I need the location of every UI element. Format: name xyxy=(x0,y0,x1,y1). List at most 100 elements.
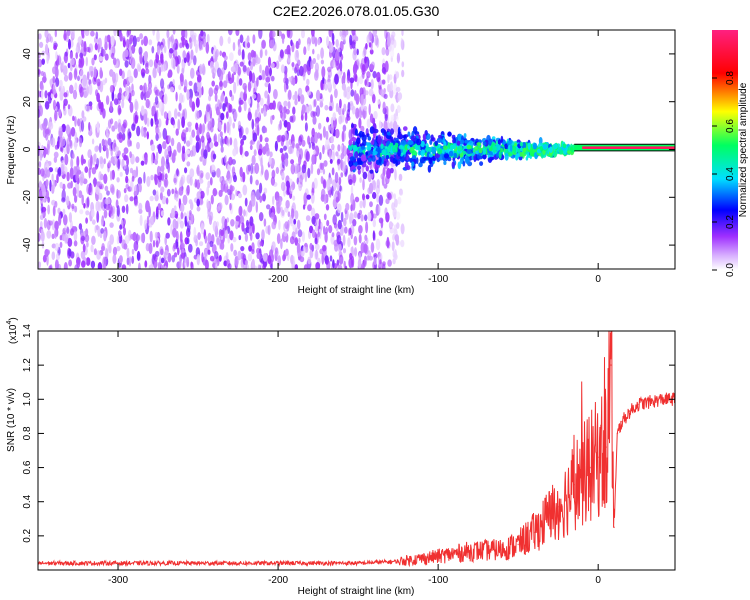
spectrogram-cell xyxy=(350,89,355,97)
spectrogram-cell xyxy=(303,46,307,56)
spectrogram-cell xyxy=(228,156,233,166)
spectrogram-cell xyxy=(38,90,41,98)
spectrogram-cell xyxy=(247,111,252,121)
spectrogram-cell xyxy=(110,118,114,125)
spectrogram-cell xyxy=(214,93,218,102)
spectrogram-cell xyxy=(143,51,148,63)
spectrogram-cell xyxy=(211,80,215,87)
spectrogram-cell xyxy=(302,204,306,210)
spectrogram-cell xyxy=(109,183,115,192)
spectrogram-cell xyxy=(398,145,404,150)
spectrogram-cell xyxy=(309,225,314,234)
spectrogram-cell xyxy=(162,127,168,140)
spectrogram-cell xyxy=(90,244,94,253)
spectrogram-cell xyxy=(116,177,120,183)
spectrogram-cell xyxy=(134,100,139,112)
spectrogram-cell xyxy=(155,213,159,220)
spectrogram-cell xyxy=(184,79,188,91)
spectrogram-cell xyxy=(238,205,243,217)
spectrogram-cell xyxy=(350,185,354,196)
spectrogram-cell xyxy=(326,178,331,191)
spectrogram-cell xyxy=(334,88,338,99)
spectrogram-cell xyxy=(124,194,129,203)
spectrogram-cell xyxy=(293,218,297,225)
spectrogram-cell xyxy=(285,108,290,115)
spectrogram-cell xyxy=(179,72,184,83)
spectrogram-cell xyxy=(155,109,159,120)
spectrogram-cell xyxy=(193,82,198,94)
spectrogram-cell xyxy=(307,256,312,265)
spectrogram-cell xyxy=(143,82,147,93)
spectrogram-cell xyxy=(327,79,332,89)
snr-data-point xyxy=(197,562,199,564)
spectrogram-cell xyxy=(235,145,239,155)
spectrogram-cell xyxy=(143,129,147,138)
spectrogram-cell xyxy=(325,130,329,140)
spectrogram-cell xyxy=(100,48,106,57)
spectrogram-cell xyxy=(365,165,369,172)
spectrogram-cell xyxy=(182,50,186,60)
spectrogram-cell xyxy=(202,159,207,166)
spectrogram-cell xyxy=(406,153,409,161)
spectrogram-cell xyxy=(244,259,249,266)
spectrogram-cell xyxy=(271,221,277,230)
spectrogram-cell xyxy=(248,245,253,252)
spectrogram-cell xyxy=(352,63,358,76)
snr-data-point xyxy=(549,514,551,517)
snr-line xyxy=(38,331,675,568)
spectrogram-cell xyxy=(368,42,372,48)
spectrogram-cell xyxy=(109,85,114,93)
spectrogram-cell xyxy=(171,254,176,263)
spectrogram-cell xyxy=(310,163,314,175)
spectrogram-cell xyxy=(222,103,226,112)
spectrogram-cell xyxy=(166,188,171,197)
spectrogram-cell xyxy=(532,142,538,150)
spectrogram-cell xyxy=(105,95,110,105)
spectrogram-cell xyxy=(320,221,323,231)
spectrogram-cell xyxy=(337,203,342,214)
spectrogram-cell xyxy=(246,164,250,175)
snr-data-point xyxy=(661,398,663,401)
spectrogram-cell xyxy=(254,162,260,175)
spectrogram-cell xyxy=(397,196,402,205)
spectrogram-cell xyxy=(527,142,531,150)
spectrogram-cell xyxy=(443,145,448,150)
spectrogram-cell xyxy=(256,247,261,255)
spectrogram-cell xyxy=(85,105,91,113)
spectrogram-cell xyxy=(150,153,154,165)
spectrogram-cell xyxy=(106,197,111,205)
spectrogram-cell xyxy=(47,196,50,203)
spectrogram-cell xyxy=(188,199,193,205)
spectrogram-cell xyxy=(294,237,299,246)
spectrogram-cell xyxy=(259,64,262,74)
spectrogram-cell xyxy=(59,89,63,101)
spectrogram-cell xyxy=(385,198,390,205)
spectrogram-cell xyxy=(239,144,243,156)
spectrogram-cell xyxy=(372,71,377,79)
spectrogram-cell xyxy=(353,46,357,56)
spectrogram-cell xyxy=(85,210,90,216)
spectrogram-cell xyxy=(302,245,306,255)
spectrogram-cell xyxy=(68,71,73,81)
spectrogram-cell xyxy=(122,39,126,48)
spectrogram-cell xyxy=(278,219,281,231)
spectrogram-cell xyxy=(98,192,103,201)
spectrogram-cell xyxy=(154,231,158,239)
spectrogram-cell xyxy=(179,42,183,49)
spectrogram-cell xyxy=(160,186,164,193)
spectrogram-cell xyxy=(332,112,337,121)
spectrogram-cell xyxy=(287,211,291,218)
spectrogram-cell xyxy=(40,70,45,77)
spectrogram-cell xyxy=(147,87,152,96)
spectrogram-cell xyxy=(374,164,378,172)
snr-data-point xyxy=(613,526,615,529)
x-tick-label: 0 xyxy=(595,274,601,285)
spectrogram-cell xyxy=(387,73,390,84)
spectrogram-cell xyxy=(348,179,353,185)
spectrogram-cell xyxy=(205,41,210,54)
spectrogram-cell xyxy=(54,228,57,239)
spectrogram-cell xyxy=(337,243,342,253)
spectrogram-cell xyxy=(135,156,140,164)
spectrogram-cell xyxy=(298,237,301,244)
spectrogram-cell xyxy=(119,32,123,42)
